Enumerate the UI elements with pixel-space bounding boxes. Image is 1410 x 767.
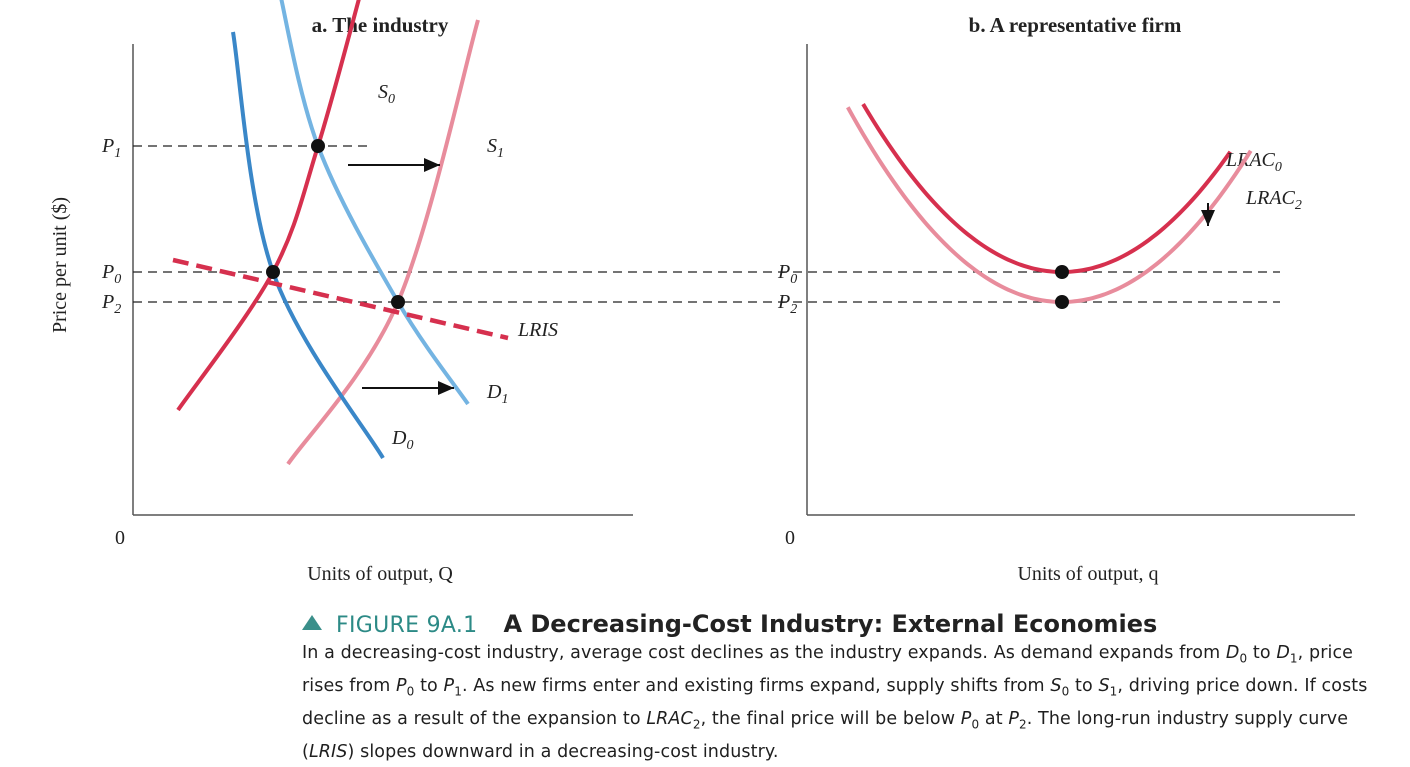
- panel-b-title: b. A representative firm: [969, 13, 1182, 37]
- equilibrium-point-0: [266, 265, 280, 279]
- y-axis-label: Price per unit ($): [49, 197, 71, 333]
- equilibrium-point-1: [311, 139, 325, 153]
- curve-lrac2: [846, 106, 1253, 305]
- curve-label-d1: D1: [486, 381, 508, 407]
- curve-label-lris: LRIS: [517, 319, 558, 341]
- curve-d1: [279, 0, 470, 406]
- caption-text: In a decreasing-cost industry, average c…: [302, 643, 1368, 762]
- curve-label-lrac0: LRAC0: [1225, 149, 1282, 175]
- panel-b-price-tick-1: P2: [777, 291, 797, 317]
- panel-b-origin-label: 0: [785, 527, 795, 549]
- panel-a-axes: [132, 44, 633, 516]
- panel-b-x-axis-label: Units of output, q: [1017, 563, 1158, 585]
- figure-chart: a. The industry b. A representative firm…: [49, 0, 1355, 585]
- supply-shift-arrow-head: [424, 158, 440, 172]
- curve-label-d0: D0: [391, 427, 413, 453]
- panel-a-price-tick-0: P1: [101, 135, 121, 161]
- curve-s1: [286, 19, 480, 466]
- panel-a-title: a. The industry: [312, 13, 449, 37]
- curve-label-lrac2: LRAC2: [1245, 187, 1302, 213]
- curve-s0: [176, 0, 361, 412]
- chart-marks: P1 P0 P2 P0 P2 S0 S1 D0 D1 LRIS LRAC0 LRAC2: [101, 0, 1302, 466]
- caption-heading: FIGURE 9A.1 A Decreasing-Cost Industry: …: [302, 610, 1382, 638]
- panel-a-price-tick-2: P2: [101, 291, 121, 317]
- lrac-minimum-point-1: [1055, 295, 1069, 309]
- figure-caption: FIGURE 9A.1 A Decreasing-Cost Industry: …: [302, 610, 1382, 767]
- curve-lris: [172, 257, 509, 341]
- panel-b-price-tick-0: P0: [777, 261, 797, 287]
- cost-shift-arrow-head: [1201, 210, 1215, 226]
- demand-shift-arrow-head: [438, 381, 454, 395]
- curve-label-s1: S1: [487, 135, 504, 161]
- curve-label-s0: S0: [378, 81, 395, 107]
- triangle-icon: [302, 615, 322, 630]
- equilibrium-point-2: [391, 295, 405, 309]
- lrac-minimum-point-0: [1055, 265, 1069, 279]
- curve-d0: [231, 31, 385, 460]
- figure-title: A Decreasing-Cost Industry: External Eco…: [503, 610, 1158, 638]
- curve-lrac0: [861, 103, 1232, 275]
- panel-a-x-axis-label: Units of output, Q: [307, 563, 453, 585]
- figure-number: FIGURE 9A.1: [336, 613, 478, 638]
- panel-a-price-tick-1: P0: [101, 261, 121, 287]
- panel-b-axes: [806, 44, 1355, 516]
- panel-a-origin-label: 0: [115, 527, 125, 549]
